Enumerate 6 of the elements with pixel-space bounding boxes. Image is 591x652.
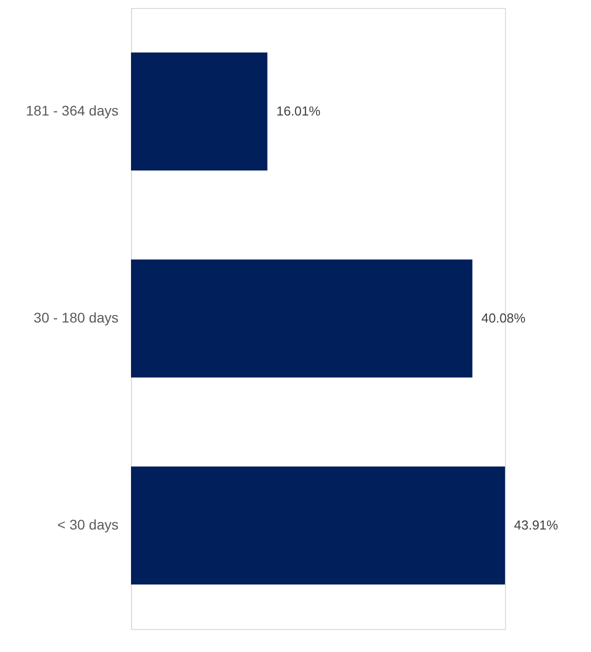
data-label: 16.01%: [276, 104, 321, 118]
y-tick-label: < 30 days: [57, 516, 118, 532]
y-tick-label: 30 - 180 days: [34, 310, 118, 326]
data-label: 43.91%: [514, 518, 559, 532]
y-tick-label: 181 - 364 days: [26, 102, 118, 118]
data-label: 40.08%: [481, 310, 526, 326]
